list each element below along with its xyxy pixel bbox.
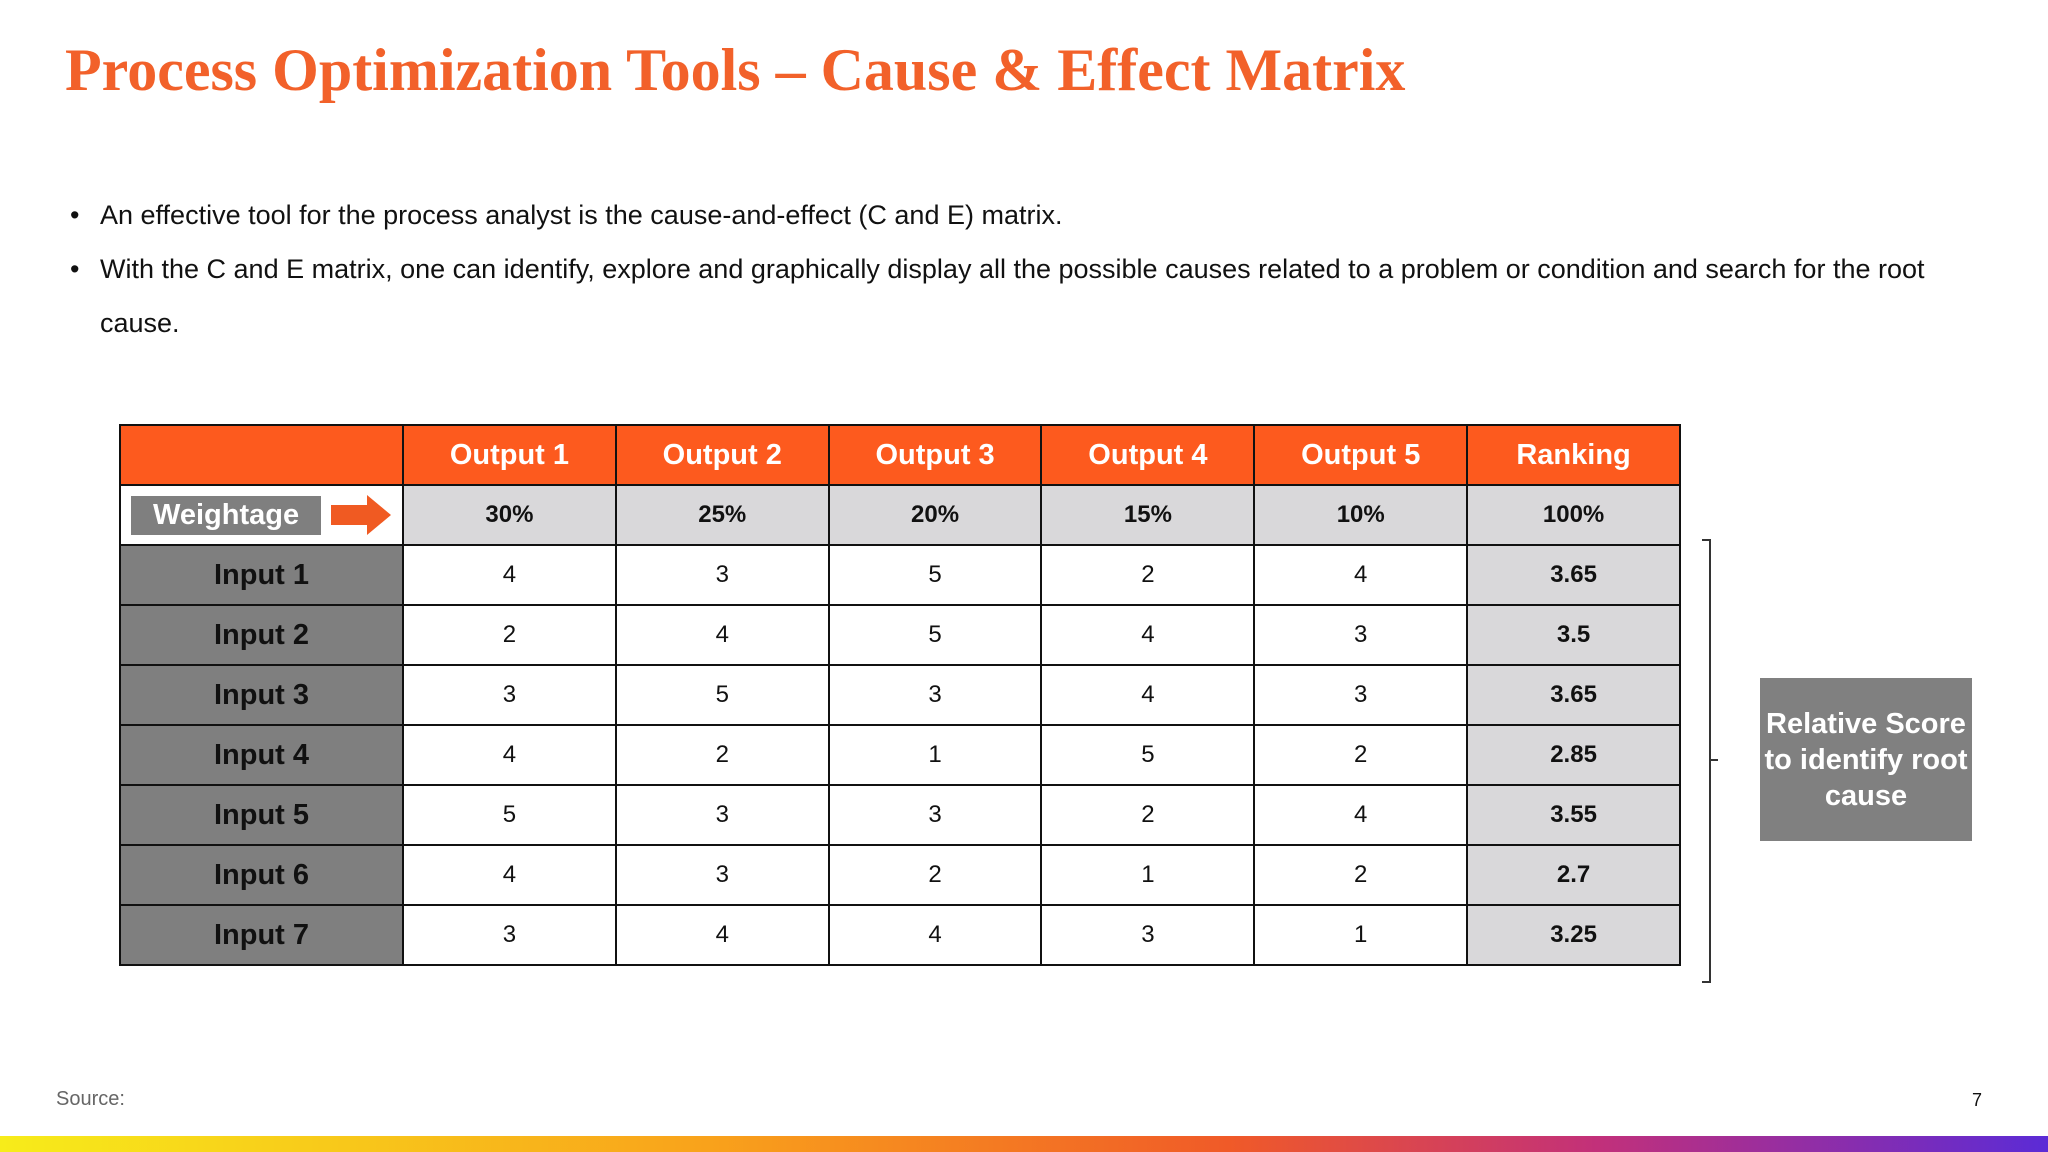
score-cell: 3 bbox=[614, 844, 830, 906]
header-cell: Output 2 bbox=[614, 424, 830, 486]
score-cell: 3 bbox=[827, 664, 1043, 726]
arrow bbox=[331, 495, 392, 535]
score-cell: 2 bbox=[402, 604, 617, 666]
input-row: Input 4 4 2 1 5 2 2.85 bbox=[119, 724, 1681, 786]
bullet-list: An effective tool for the process analys… bbox=[70, 188, 1970, 350]
ranking-cell: 3.25 bbox=[1466, 904, 1681, 966]
score-cell: 2 bbox=[1253, 724, 1469, 786]
weightage-row: Weightage 30% 25% 20% 15% 10% 100% bbox=[119, 484, 1681, 546]
score-cell: 3 bbox=[827, 784, 1043, 846]
header-cell: Output 4 bbox=[1040, 424, 1256, 486]
cause-effect-matrix: Output 1 Output 2 Output 3 Output 4 Output 5… bbox=[119, 424, 1681, 966]
score-cell: 5 bbox=[827, 604, 1043, 666]
score-cell: 5 bbox=[614, 664, 830, 726]
input-label: Input 6 bbox=[119, 844, 404, 906]
weightage-cell: 15% bbox=[1040, 484, 1256, 546]
header-cell: Output 3 bbox=[827, 424, 1043, 486]
header-cell: Ranking bbox=[1466, 424, 1681, 486]
slide-title: Process Optimization Tools – Cause & Eff… bbox=[65, 37, 1406, 103]
input-row: Input 6 4 3 2 1 2 2.7 bbox=[119, 844, 1681, 906]
score-cell: 5 bbox=[402, 784, 617, 846]
input-label: Input 1 bbox=[119, 544, 404, 606]
score-cell: 3 bbox=[1253, 664, 1469, 726]
score-cell: 4 bbox=[402, 844, 617, 906]
ranking-cell: 3.5 bbox=[1466, 604, 1681, 666]
score-cell: 3 bbox=[614, 784, 830, 846]
score-cell: 2 bbox=[1040, 784, 1256, 846]
score-cell: 5 bbox=[827, 544, 1043, 606]
score-cell: 4 bbox=[614, 604, 830, 666]
callout: Relative Score to identify root cause bbox=[1760, 678, 1972, 841]
score-cell: 1 bbox=[827, 724, 1043, 786]
input-row: Input 7 3 4 4 3 1 3.25 bbox=[119, 904, 1681, 966]
weightage-cell: 30% bbox=[402, 484, 617, 546]
page-number: 7 bbox=[1972, 1090, 1983, 1110]
input-label: Input 2 bbox=[119, 604, 404, 666]
input-row: Input 5 5 3 3 2 4 3.55 bbox=[119, 784, 1681, 846]
score-cell: 4 bbox=[827, 904, 1043, 966]
bullet: An effective tool for the process analys… bbox=[70, 188, 1970, 242]
input-row: Input 3 3 5 3 4 3 3.65 bbox=[119, 664, 1681, 726]
score-cell: 3 bbox=[402, 904, 617, 966]
score-cell: 3 bbox=[614, 544, 830, 606]
score-cell: 3 bbox=[1040, 904, 1256, 966]
header-row: Output 1 Output 2 Output 3 Output 4 Output 5… bbox=[119, 424, 1681, 486]
header-cell: Output 5 bbox=[1253, 424, 1469, 486]
input-row: Input 1 4 3 5 2 4 3.65 bbox=[119, 544, 1681, 606]
score-cell: 4 bbox=[402, 544, 617, 606]
header-cell: Output 1 bbox=[402, 424, 617, 486]
bullet: With the C and E matrix, one can identif… bbox=[70, 242, 1970, 350]
score-cell: 1 bbox=[1040, 844, 1256, 906]
score-cell: 3 bbox=[1253, 604, 1469, 666]
score-cell: 2 bbox=[1253, 844, 1469, 906]
input-label: Input 7 bbox=[119, 904, 404, 966]
weightage-label-cell: Weightage bbox=[119, 484, 404, 546]
weightage-cell: 100% bbox=[1466, 484, 1681, 546]
input-row: Input 2 2 4 5 4 3 3.5 bbox=[119, 604, 1681, 666]
weightage-cell: 20% bbox=[827, 484, 1043, 546]
source-note: Source: bbox=[56, 1088, 125, 1110]
score-cell: 2 bbox=[827, 844, 1043, 906]
score-cell: 4 bbox=[1040, 604, 1256, 666]
weightage-cell: 25% bbox=[614, 484, 830, 546]
score-cell: 4 bbox=[1253, 784, 1469, 846]
score-cell: 5 bbox=[1040, 724, 1256, 786]
weightage-cell: 10% bbox=[1253, 484, 1469, 546]
bracket bbox=[1702, 539, 1718, 983]
score-cell: 4 bbox=[1040, 664, 1256, 726]
score-cell: 4 bbox=[1253, 544, 1469, 606]
corner-cell bbox=[119, 424, 404, 486]
score-cell: 4 bbox=[614, 904, 830, 966]
ranking-cell: 2.85 bbox=[1466, 724, 1681, 786]
input-label: Input 4 bbox=[119, 724, 404, 786]
ranking-cell: 3.55 bbox=[1466, 784, 1681, 846]
ranking-cell: 2.7 bbox=[1466, 844, 1681, 906]
gradient-bar bbox=[0, 1136, 2048, 1152]
score-cell: 2 bbox=[614, 724, 830, 786]
score-cell: 1 bbox=[1253, 904, 1469, 966]
score-cell: 3 bbox=[402, 664, 617, 726]
input-label: Input 5 bbox=[119, 784, 404, 846]
ranking-cell: 3.65 bbox=[1466, 544, 1681, 606]
ranking-cell: 3.65 bbox=[1466, 664, 1681, 726]
weightage-label: Weightage bbox=[131, 495, 322, 535]
score-cell: 2 bbox=[1040, 544, 1256, 606]
input-label: Input 3 bbox=[119, 664, 404, 726]
score-cell: 4 bbox=[402, 724, 617, 786]
